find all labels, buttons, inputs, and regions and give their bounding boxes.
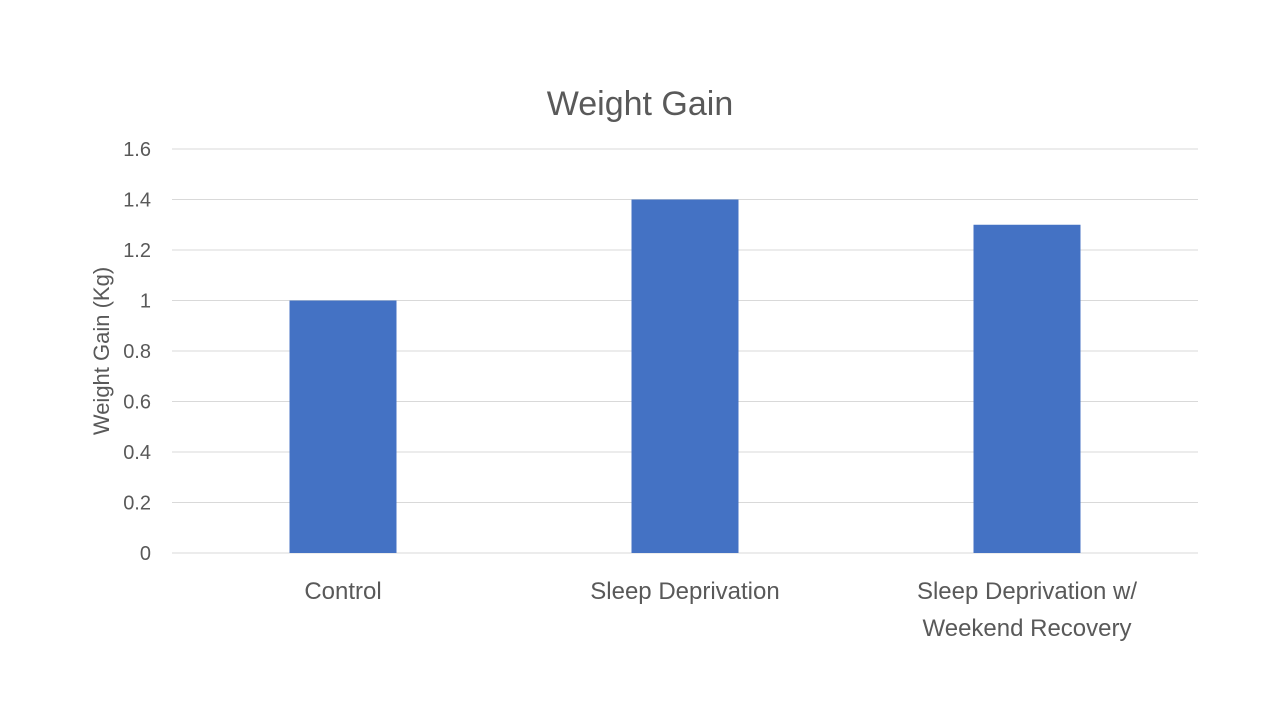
y-axis-tick-labels: 0 0.2 0.4 0.6 0.8 1 1.2 1.4 1.6 (123, 139, 151, 565)
x-category-label: Control (304, 578, 381, 605)
x-category-label: Sleep Deprivation (590, 578, 779, 605)
y-tick-label: 1 (140, 291, 151, 313)
y-tick-label: 0.6 (123, 392, 151, 414)
y-tick-label: 1.4 (123, 190, 151, 212)
y-tick-label: 1.6 (123, 139, 151, 161)
y-tick-label: 0 (140, 543, 151, 565)
bar (973, 224, 1081, 553)
bar (631, 199, 739, 553)
y-axis-title: Weight Gain (Kg) (89, 267, 114, 435)
x-category-label: Sleep Deprivation w/ (917, 578, 1137, 605)
y-tick-label: 0.4 (123, 442, 151, 464)
y-tick-label: 0.8 (123, 341, 151, 363)
bar (289, 300, 397, 553)
x-category-label: Weekend Recovery (923, 615, 1132, 642)
bars (289, 199, 1081, 553)
y-tick-label: 1.2 (123, 240, 151, 262)
chart-title: Weight Gain (547, 85, 733, 123)
x-axis-category-labels: Control Sleep Deprivation Sleep Deprivatio… (304, 578, 1137, 642)
y-tick-label: 0.2 (123, 493, 151, 515)
